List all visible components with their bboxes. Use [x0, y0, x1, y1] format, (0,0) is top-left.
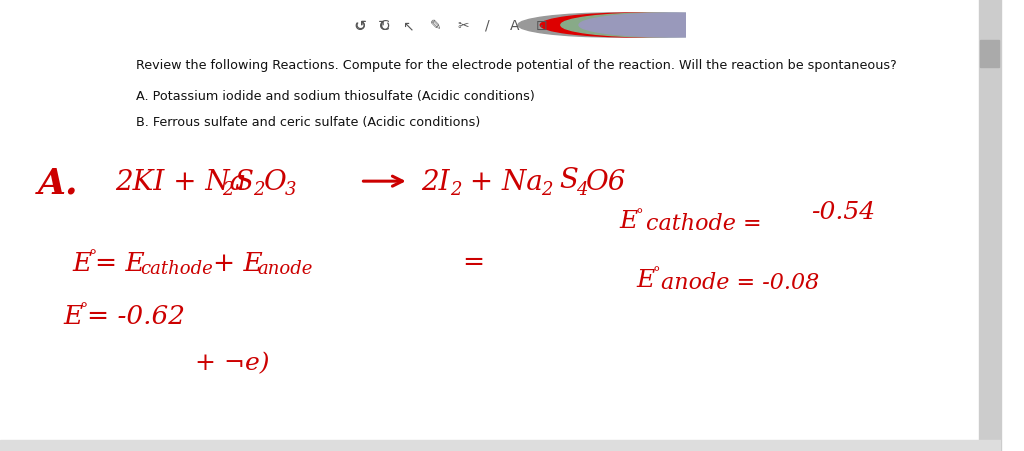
Text: ✎: ✎ — [430, 19, 441, 33]
Circle shape — [561, 14, 753, 38]
Text: ↺: ↺ — [354, 19, 366, 33]
Bar — [980, 41, 999, 68]
Text: E: E — [63, 303, 82, 328]
Text: A.: A. — [38, 166, 79, 200]
Text: ↻: ↻ — [378, 18, 390, 33]
Circle shape — [518, 14, 710, 38]
Text: 2: 2 — [541, 180, 552, 198]
Text: °: ° — [79, 300, 87, 318]
Text: °: ° — [636, 207, 643, 221]
Text: 2I: 2I — [421, 168, 450, 195]
Text: + E: + E — [213, 250, 263, 275]
Text: Review the following Reactions. Compute for the electrode potential of the react: Review the following Reactions. Compute … — [136, 59, 897, 71]
Text: + Na: + Na — [461, 168, 543, 195]
Text: anode: anode — [257, 260, 312, 278]
Text: 4: 4 — [575, 180, 588, 198]
Bar — [0, 440, 1001, 451]
Text: 3: 3 — [285, 180, 296, 198]
Text: A: A — [510, 19, 519, 33]
Text: E: E — [618, 210, 637, 232]
Text: °: ° — [88, 247, 96, 264]
Text: -0.54: -0.54 — [811, 201, 876, 223]
Text: anode = -0.08: anode = -0.08 — [660, 272, 819, 293]
Text: A. Potassium iodide and sodium thiosulfate (Acidic conditions): A. Potassium iodide and sodium thiosulfa… — [136, 90, 535, 102]
Text: /: / — [484, 19, 489, 33]
Text: = -0.62: = -0.62 — [87, 303, 185, 328]
Text: E: E — [636, 268, 654, 291]
Text: C: C — [379, 19, 389, 33]
Text: E: E — [72, 250, 91, 275]
Text: cathode =: cathode = — [646, 213, 762, 235]
Text: ⊡: ⊡ — [537, 19, 548, 33]
Text: + ¬e): + ¬e) — [196, 352, 269, 374]
Text: 2KI + Na: 2KI + Na — [115, 168, 247, 195]
Text: B. Ferrous sulfate and ceric sulfate (Acidic conditions): B. Ferrous sulfate and ceric sulfate (Ac… — [136, 116, 480, 129]
Text: 2: 2 — [450, 180, 461, 198]
Circle shape — [541, 14, 732, 38]
Text: cathode: cathode — [140, 260, 213, 278]
Text: 2: 2 — [253, 180, 265, 198]
Text: S: S — [551, 167, 579, 194]
Text: ↺: ↺ — [354, 18, 367, 33]
Bar — [979, 0, 1001, 451]
Text: =: = — [463, 249, 484, 274]
Text: ↖: ↖ — [402, 19, 414, 33]
Text: °: ° — [653, 266, 660, 280]
Text: ▾: ▾ — [987, 437, 993, 446]
Circle shape — [579, 14, 771, 38]
Text: O: O — [264, 168, 287, 195]
Text: 2: 2 — [222, 180, 233, 198]
Text: = E: = E — [95, 250, 144, 275]
Text: ✂: ✂ — [458, 19, 469, 33]
Text: S: S — [234, 168, 253, 195]
Text: O6: O6 — [586, 168, 627, 195]
